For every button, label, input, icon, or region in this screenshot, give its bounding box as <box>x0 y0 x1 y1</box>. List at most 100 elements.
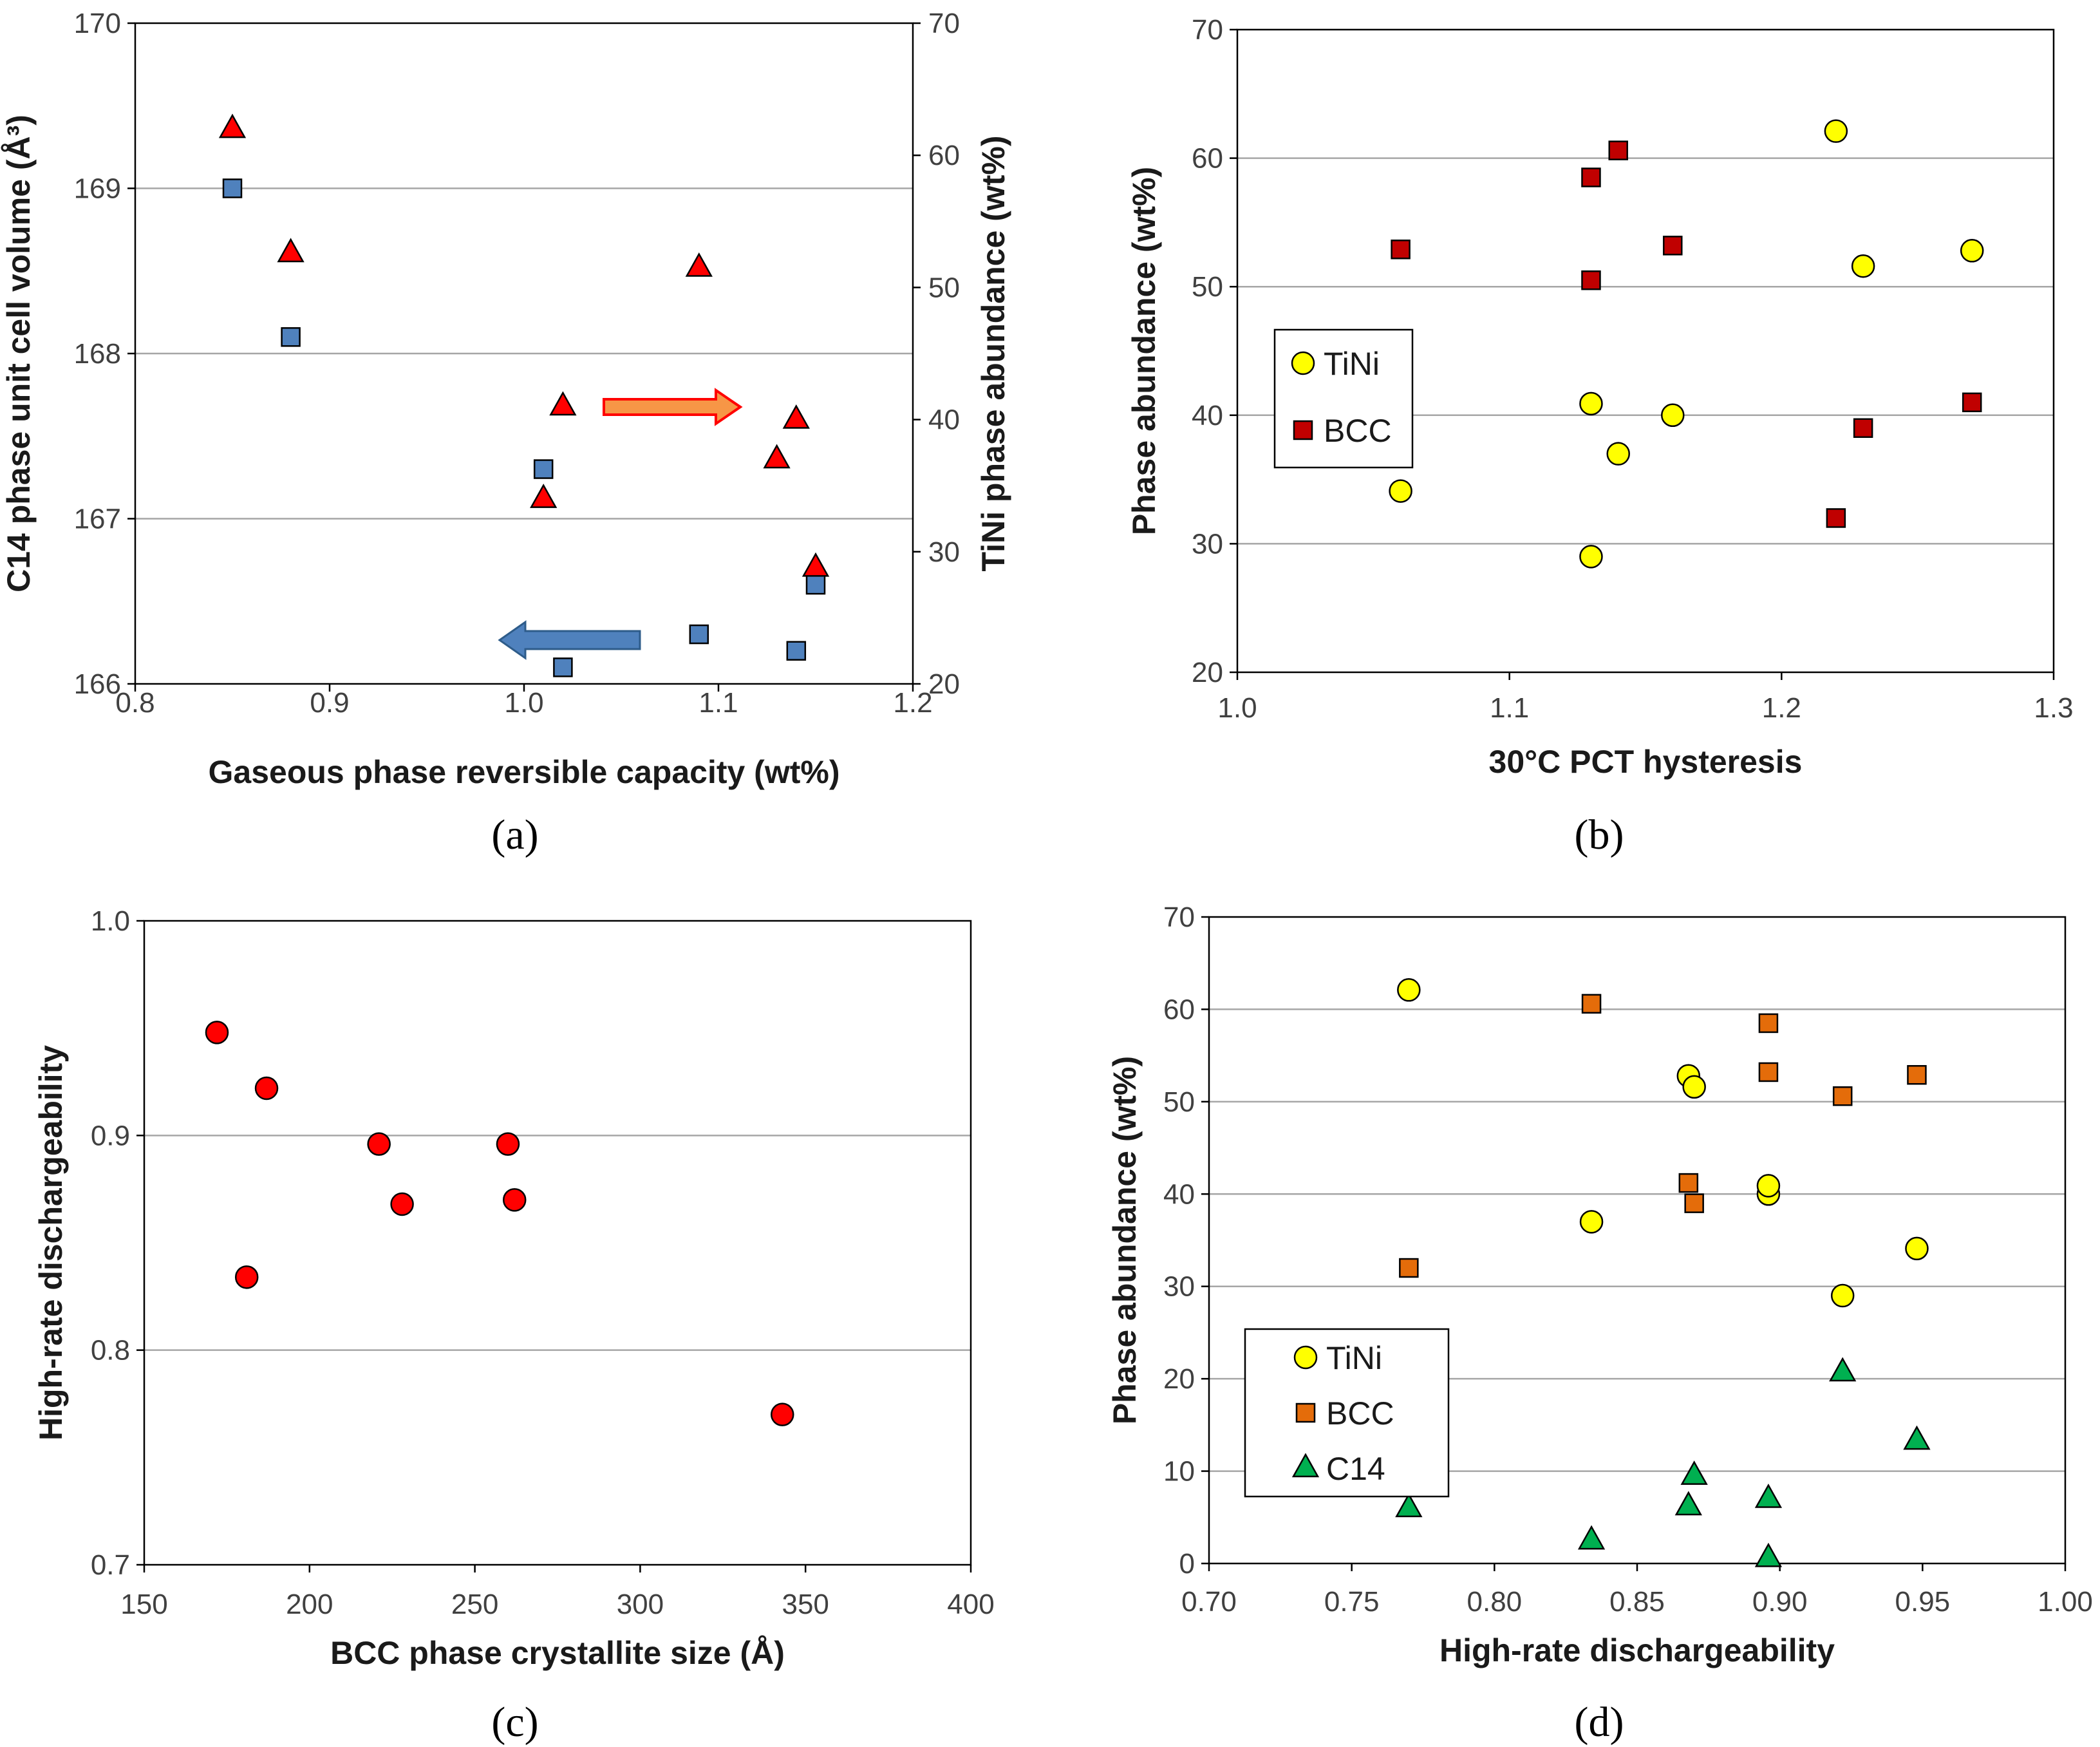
y2-tick-label: 20 <box>928 668 960 700</box>
legend-label: TiNi <box>1324 346 1380 382</box>
series-tini <box>1389 119 1984 569</box>
data-point <box>1579 392 1603 416</box>
plot-frame <box>1236 28 2055 674</box>
legend-box <box>1273 328 1414 469</box>
legend-label: BCC <box>1326 1395 1394 1431</box>
x-tick-label: 1.00 <box>2038 1586 2093 1618</box>
data-point <box>1577 1525 1606 1550</box>
arrow-right-icon <box>603 388 743 426</box>
data-point <box>222 178 243 198</box>
data-point <box>1832 1086 1853 1106</box>
x-tick-label: 1.3 <box>2034 692 2073 724</box>
x-tick-label: 250 <box>451 1589 498 1620</box>
data-point <box>805 574 826 595</box>
data-point <box>367 1132 391 1156</box>
data-point <box>782 404 810 429</box>
y-tick-label: 0 <box>1179 1548 1195 1580</box>
data-point <box>1754 1483 1783 1508</box>
y-tick-label: 0.9 <box>91 1120 130 1151</box>
data-point <box>205 1021 229 1044</box>
data-point <box>1581 994 1602 1014</box>
data-point <box>533 459 554 479</box>
legend-marker <box>1291 351 1315 375</box>
y2-tick-label: 50 <box>928 272 960 303</box>
data-point <box>1960 239 1984 263</box>
y-tick-label: 166 <box>74 668 121 700</box>
data-point <box>277 238 305 263</box>
x-tick-label: 1.1 <box>698 687 738 719</box>
data-point <box>1962 392 1982 413</box>
data-point <box>1851 254 1875 278</box>
data-point <box>1830 1283 1855 1308</box>
legend: TiNi BCC C14 <box>1244 1328 1450 1498</box>
y-tick-label: 50 <box>1163 1086 1195 1118</box>
data-point <box>1581 270 1601 290</box>
legend-box <box>1244 1328 1450 1498</box>
data-point <box>1661 403 1685 428</box>
y-tick-label: 70 <box>1192 14 1223 46</box>
y-tick-label: 40 <box>1192 400 1223 431</box>
data-point <box>1680 1460 1708 1485</box>
chart-c: 150 200 250 300 350 400 0.7 0.8 0.9 1.0 BCC phase … <box>33 905 995 1746</box>
chart-a: 0.8 0.9 1.0 1.1 1.2 166 167 168 169 170 20 30 40 50 60… <box>1 8 1011 858</box>
y-tick-label: 168 <box>74 338 121 370</box>
y-tick-label: 1.0 <box>91 905 130 937</box>
data-point <box>1399 1258 1419 1278</box>
data-point <box>549 391 577 416</box>
x-tick-label: 400 <box>947 1589 994 1620</box>
data-point <box>1853 418 1873 439</box>
y-tick-label: 30 <box>1192 528 1223 560</box>
y-axis-label: Phase abundance (wt%) <box>1107 1056 1143 1424</box>
y-tick-label: 167 <box>74 504 121 535</box>
chart-b: 1.0 1.1 1.2 1.3 20 30 40 50 60 70 30°C PCT hystere… <box>1126 14 2074 858</box>
x-tick-label: 0.95 <box>1895 1586 1951 1618</box>
data-point <box>496 1132 520 1156</box>
x-tick-label: 1.0 <box>1217 692 1257 724</box>
y-tick-label: 0.7 <box>91 1549 130 1581</box>
legend-marker <box>1293 420 1313 440</box>
data-point <box>234 1265 259 1289</box>
y2-tick-label: 60 <box>928 140 960 171</box>
legend-marker <box>1295 1402 1316 1423</box>
data-point <box>1829 1357 1857 1382</box>
data-point <box>1663 236 1683 256</box>
x-tick-label: 1.2 <box>1762 692 1801 724</box>
data-point <box>763 444 791 469</box>
y-axis-label: High-rate dischargeability <box>33 1045 69 1440</box>
y2-axis-label: TiNi phase abundance (wt%) <box>975 136 1011 572</box>
x-tick-label: 0.90 <box>1752 1586 1808 1618</box>
y-tick-label: 30 <box>1163 1271 1195 1303</box>
x-tick-label: 150 <box>120 1589 167 1620</box>
y-tick-label: 20 <box>1163 1363 1195 1395</box>
data-point <box>1581 167 1601 187</box>
data-point <box>1678 1173 1699 1193</box>
data-point <box>1397 978 1421 1002</box>
data-point <box>218 113 247 138</box>
panel-label: (a) <box>491 811 538 858</box>
data-point <box>786 641 807 661</box>
y2-tick-label: 70 <box>928 8 960 39</box>
data-point <box>1754 1542 1783 1567</box>
data-point <box>1674 1491 1702 1516</box>
legend-label: TiNi <box>1326 1340 1382 1376</box>
data-point <box>1395 1493 1423 1518</box>
chart-d: 0.70 0.75 0.80 0.85 0.90 0.95 1.00 0 10 20 30 40 50 6… <box>1107 902 2093 1746</box>
data-point <box>1824 119 1848 143</box>
data-point <box>1756 1174 1781 1198</box>
series-hrd <box>205 1021 794 1426</box>
y-tick-label: 70 <box>1163 902 1195 933</box>
legend-marker <box>1291 1453 1320 1478</box>
x-tick-label: 1.0 <box>504 687 543 719</box>
legend-marker <box>1293 1345 1318 1370</box>
legend-label: BCC <box>1324 413 1392 449</box>
data-point <box>1826 508 1846 528</box>
x-axis-label: 30°C PCT hysteresis <box>1489 744 1803 780</box>
data-point <box>1606 442 1630 466</box>
x-tick-label: 1.2 <box>893 687 932 719</box>
series-tini <box>1397 978 1929 1308</box>
arrow-left-icon <box>498 620 641 660</box>
data-point <box>1579 1210 1604 1234</box>
series-c14 <box>1395 1357 1931 1567</box>
data-point <box>685 252 713 277</box>
data-point <box>1903 1425 1931 1450</box>
